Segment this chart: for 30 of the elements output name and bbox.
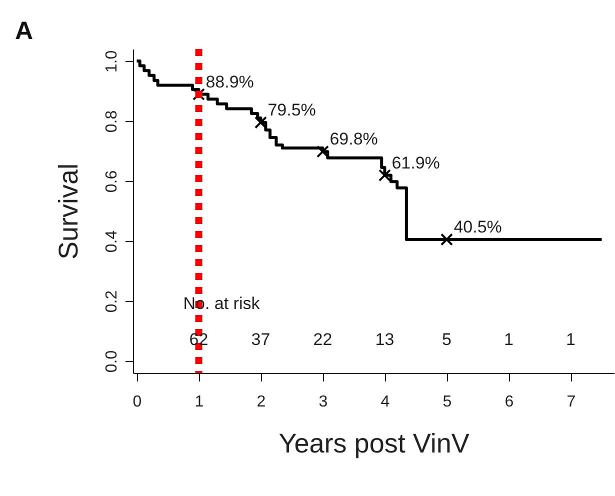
annotation: 5 [442, 330, 452, 349]
annotation: 13 [375, 330, 394, 349]
data-label: 88.9% [206, 72, 254, 92]
annotation: 37 [251, 330, 270, 349]
y-tick-label: 0.4 [104, 230, 120, 253]
x-tick-label: 2 [256, 394, 266, 410]
annotation: No. at risk [183, 294, 260, 313]
x-tick-label: 5 [442, 394, 452, 410]
y-tick-label: 0.6 [104, 170, 120, 193]
x-axis-title: Years post VinV [278, 428, 470, 458]
y-tick-label: 0.2 [104, 290, 120, 313]
y-axis-title: Survival [54, 163, 84, 260]
y-tick-label: 0.8 [104, 110, 120, 133]
y-tick-label: 0.0 [104, 350, 120, 373]
data-label: 79.5% [268, 100, 316, 120]
x-tick-label: 7 [566, 394, 576, 410]
annotation: 1 [504, 330, 514, 349]
annotation: 62 [189, 330, 208, 349]
x-tick-label: 6 [504, 394, 514, 410]
annotation: 22 [313, 330, 332, 349]
data-label: 40.5% [454, 218, 502, 236]
x-tick-label: 1 [194, 394, 204, 410]
data-label: 69.8% [330, 130, 378, 149]
x-tick-label: 3 [318, 394, 328, 410]
annotation: 1 [566, 330, 576, 349]
y-tick-label: 1.0 [104, 50, 120, 73]
data-label: 61.9% [392, 153, 440, 172]
x-tick-label: 4 [380, 394, 390, 410]
x-tick-label: 0 [132, 394, 142, 410]
text: A [15, 17, 34, 45]
